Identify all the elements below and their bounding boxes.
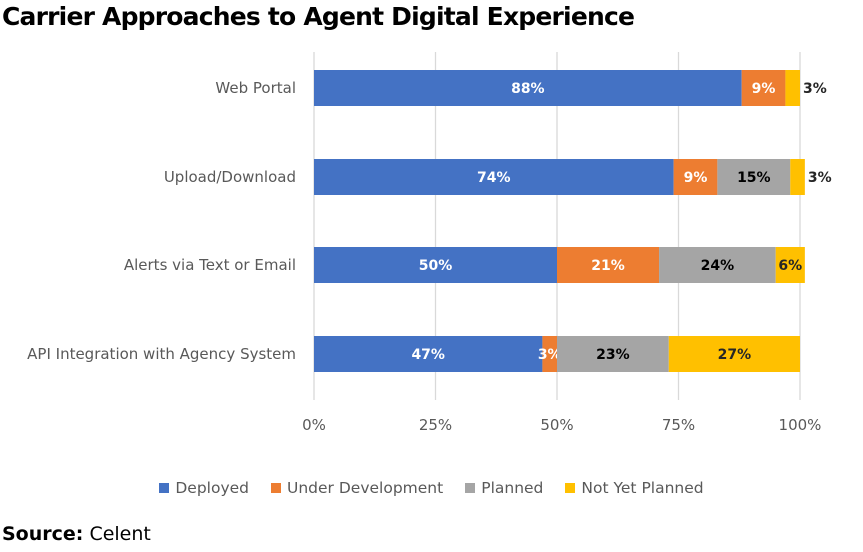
bar-segment	[790, 159, 805, 195]
category-label: Web Portal	[215, 79, 296, 97]
bar-segment	[314, 159, 674, 195]
category-label: Upload/Download	[164, 168, 296, 186]
chart-title: Carrier Approaches to Agent Digital Expe…	[2, 2, 635, 31]
bar-segment	[314, 336, 543, 372]
bar-segment	[775, 247, 805, 283]
data-label: 3%	[808, 170, 832, 186]
x-tick-label: 50%	[540, 416, 573, 434]
legend-swatch	[159, 483, 170, 493]
x-tick-label: 25%	[419, 416, 452, 434]
bar-segment	[314, 70, 742, 106]
data-label: 9%	[684, 170, 708, 186]
data-label: 6%	[778, 258, 802, 274]
source-label: Source:	[2, 523, 84, 545]
x-tick-label: 75%	[662, 416, 695, 434]
data-label: 74%	[477, 170, 511, 186]
data-label: 47%	[411, 347, 445, 363]
data-label: 88%	[511, 81, 545, 97]
bar-segment	[668, 336, 800, 372]
data-label: 21%	[591, 258, 625, 274]
legend-item: Planned	[465, 479, 543, 497]
bar-segment	[314, 247, 557, 283]
bar-segment	[673, 159, 718, 195]
x-tick-label: 100%	[779, 416, 822, 434]
data-label: 50%	[419, 258, 453, 274]
legend-swatch	[565, 483, 576, 493]
source-value: Celent	[89, 523, 151, 545]
category-label: Alerts via Text or Email	[124, 256, 296, 274]
bar-chart: 0% 25% 50% 75% 100% Web Portal Upload/Download…	[27, 52, 832, 434]
bar-segment	[542, 336, 557, 372]
bar-segment	[557, 336, 669, 372]
data-label: 27%	[718, 347, 752, 363]
legend-item: Under Development	[271, 479, 443, 497]
source-note: Source: Celent	[2, 523, 151, 545]
legend-label: Not Yet Planned	[581, 479, 704, 497]
data-label: 9%	[752, 81, 776, 97]
x-tick-label: 0%	[302, 416, 326, 434]
legend-label: Under Development	[287, 479, 444, 497]
data-label: 3%	[803, 81, 827, 97]
data-label: 15%	[737, 170, 771, 186]
legend: Deployed Under Development Planned Not Yet …	[0, 479, 863, 497]
legend-label: Planned	[481, 479, 544, 497]
bar-segment	[785, 70, 800, 106]
category-label: API Integration with Agency System	[27, 345, 296, 363]
legend-swatch	[465, 483, 476, 493]
bar-segment	[557, 247, 660, 283]
data-label: 23%	[596, 347, 630, 363]
data-label: 24%	[701, 258, 735, 274]
legend-item: Not Yet Planned	[565, 479, 704, 497]
data-label: 3%	[538, 347, 562, 363]
legend-swatch	[271, 483, 282, 493]
legend-item: Deployed	[159, 479, 249, 497]
bar-segment	[717, 159, 791, 195]
bar-segment	[741, 70, 786, 106]
legend-label: Deployed	[175, 479, 250, 497]
bar-segment	[659, 247, 776, 283]
